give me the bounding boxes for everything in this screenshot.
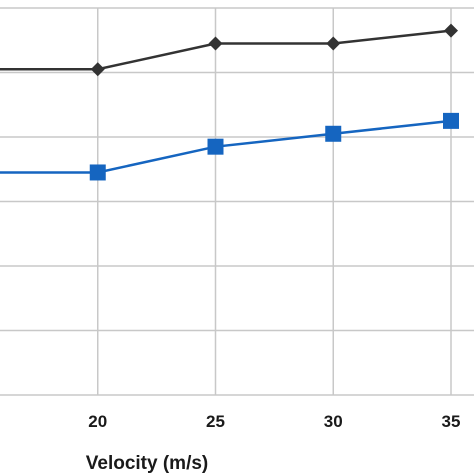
x-tick-label-1: 25 bbox=[206, 412, 225, 431]
x-tick-label-0: 20 bbox=[88, 412, 107, 431]
x-axis-title: Velocity (m/s) bbox=[86, 453, 209, 474]
series-markers bbox=[89, 23, 459, 181]
series-1-point-4 bbox=[443, 112, 459, 129]
series-1-point-3 bbox=[325, 125, 342, 142]
series-1-point-2 bbox=[207, 138, 224, 155]
series-1-point-1 bbox=[89, 164, 106, 181]
series-1-line bbox=[0, 119, 452, 174]
x-tick-label-3: 35 bbox=[442, 412, 461, 431]
series-0-point-3 bbox=[326, 36, 341, 51]
x-tick-label-2: 30 bbox=[324, 412, 343, 431]
series-0-point-4 bbox=[444, 23, 458, 38]
series-lines bbox=[0, 29, 452, 174]
grid bbox=[0, 7, 474, 396]
series-0-point-1 bbox=[90, 62, 105, 77]
series-0-point-2 bbox=[208, 36, 223, 51]
x-tick-labels: 20 25 30 35 bbox=[88, 412, 460, 431]
series-0-line bbox=[0, 29, 452, 71]
